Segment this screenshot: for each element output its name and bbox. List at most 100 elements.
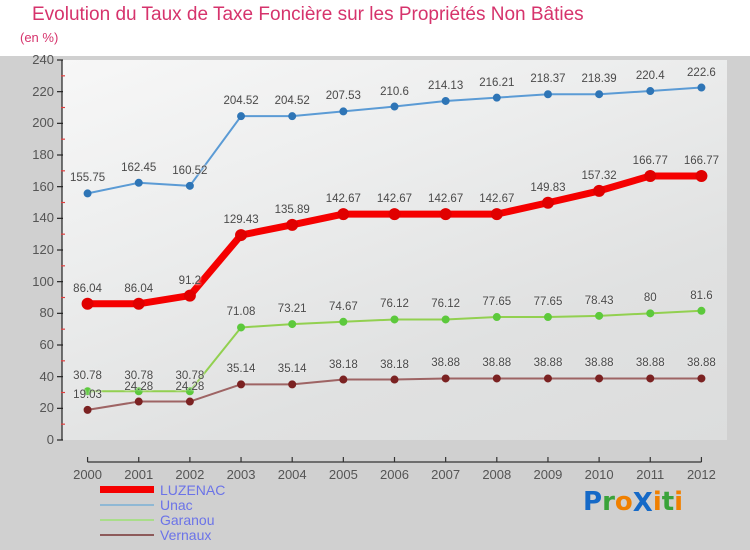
data-point-label: 204.52	[274, 95, 310, 108]
data-point-label: 142.67	[325, 193, 361, 206]
data-point-label: 210.6	[380, 85, 409, 98]
x-axis-tick-label: 2001	[124, 467, 154, 482]
y-axis-tick-label: 240	[32, 52, 54, 67]
x-axis-tick-label: 2005	[328, 467, 358, 482]
data-point-label: 91.2	[178, 274, 202, 287]
legend-item-label: LUZENAC	[160, 481, 226, 498]
data-point-label: 24.28	[124, 380, 154, 393]
data-point-label: 129.43	[223, 214, 259, 227]
data-point-label: 76.12	[380, 298, 409, 311]
data-point-label: 135.89	[274, 203, 310, 216]
logo-letter-r: r	[602, 487, 615, 517]
data-point-label: 142.67	[479, 193, 515, 206]
chart-subtitle: (en %)	[20, 30, 59, 45]
data-point-label: 142.67	[376, 193, 413, 206]
data-point-label: 160.52	[172, 164, 208, 177]
legend-color-swatch	[100, 503, 154, 506]
data-point-label: 38.88	[533, 357, 563, 370]
x-axis-tick-label: 2011	[636, 467, 665, 482]
legend-item[interactable]: Garanou	[100, 512, 400, 527]
y-axis-tick-label: 140	[32, 210, 54, 226]
legend-item[interactable]: Vernaux	[100, 527, 400, 542]
data-point-label: 162.45	[121, 161, 157, 174]
legend-item-label: Unac	[160, 496, 193, 513]
x-axis-tick-label: 2004	[277, 467, 307, 482]
y-axis-tick-label: 200	[32, 115, 54, 131]
legend-item-label: Vernaux	[160, 526, 212, 543]
header-band: Evolution du Taux de Taxe Foncière sur l…	[0, 0, 750, 56]
data-point-label: 157.32	[581, 169, 617, 182]
y-axis-tick-label: 80	[39, 305, 54, 321]
axes-layer	[57, 59, 703, 463]
data-point-label: 214.13	[428, 79, 464, 92]
y-axis-tick-label: 220	[32, 83, 54, 99]
data-point-label: 80	[643, 292, 657, 305]
data-point-label: 220.4	[635, 70, 665, 83]
x-axis-tick-label: 2012	[686, 467, 716, 482]
data-point-label: 207.53	[325, 90, 361, 103]
data-point-label: 35.14	[226, 363, 256, 376]
legend-item-label: Garanou	[160, 511, 215, 528]
data-point-label: 74.67	[328, 300, 358, 313]
y-axis-tick-label: 180	[32, 147, 54, 162]
x-axis-tick-label: 2006	[380, 467, 409, 482]
x-axis-tick-label: 2007	[431, 467, 461, 482]
logo-letter-o: o	[614, 487, 633, 517]
data-point-label: 38.88	[635, 357, 665, 370]
legend-color-swatch	[100, 533, 154, 536]
logo-letter-t: t	[661, 487, 675, 517]
data-point-label: 77.65	[482, 296, 512, 309]
x-axis-tick-label: 2002	[175, 467, 205, 482]
data-point-label: 222.6	[687, 66, 716, 79]
data-point-label: 155.75	[69, 172, 106, 185]
data-point-label: 30.78	[124, 370, 154, 383]
y-axis-tick-label: 20	[39, 400, 54, 416]
x-axis-tick-label: 2000	[73, 467, 103, 482]
y-axis-tick-label: 40	[39, 368, 54, 384]
data-point-label: 35.14	[277, 363, 307, 376]
y-axis-tick-label: 120	[32, 242, 54, 257]
data-point-label: 166.77	[632, 154, 668, 167]
data-point-label: 216.21	[479, 76, 515, 89]
y-axis-tick-label: 0	[46, 432, 54, 447]
data-point-label: 19.03	[73, 388, 102, 401]
data-point-label: 77.65	[533, 296, 563, 309]
data-point-label: 38.88	[584, 357, 614, 370]
data-point-label: 38.18	[328, 358, 358, 371]
data-point-label: 38.18	[380, 358, 409, 371]
data-point-label: 78.43	[584, 294, 614, 307]
data-point-label: 30.78	[73, 370, 102, 383]
data-point-label: 86.04	[124, 282, 154, 295]
chart-legend: LUZENAC Unac Garanou Vernaux	[100, 482, 400, 542]
data-point-label: 81.6	[690, 289, 713, 302]
data-point-label: 218.39	[581, 73, 617, 86]
data-point-label: 71.08	[226, 306, 256, 319]
data-point-label: 76.12	[431, 298, 461, 311]
series-layer	[81, 83, 708, 414]
logo-letter-i: i	[652, 487, 662, 517]
legend-color-swatch	[100, 486, 154, 493]
data-point-label: 38.88	[482, 357, 512, 370]
x-axis-tick-label: 2009	[533, 467, 563, 482]
logo-letter-p: P	[583, 487, 603, 517]
x-axis-tick-label: 2010	[584, 467, 614, 482]
x-axis-tick-label: 2008	[482, 467, 512, 482]
logo-letter-i2: i	[674, 487, 684, 517]
data-point-label: 38.88	[687, 357, 716, 370]
data-point-label: 166.77	[683, 154, 720, 167]
y-axis-tick-label: 60	[39, 337, 54, 352]
y-axis-tick-label: 100	[32, 273, 54, 289]
proxiti-logo[interactable]: ProXiti	[583, 487, 684, 518]
data-point-label: 86.04	[73, 282, 102, 295]
data-point-label: 149.83	[530, 181, 566, 194]
legend-item[interactable]: LUZENAC	[100, 482, 400, 497]
x-axis-tick-label: 2003	[226, 467, 256, 482]
data-point-label: 30.78	[175, 370, 205, 383]
legend-item[interactable]: Unac	[100, 497, 400, 512]
data-point-label: 204.52	[223, 95, 259, 108]
page-title: Evolution du Taux de Taxe Foncière sur l…	[32, 4, 584, 25]
data-point-label: 73.21	[277, 303, 307, 316]
data-point-label: 24.28	[175, 380, 205, 393]
data-point-label: 142.67	[428, 193, 464, 206]
